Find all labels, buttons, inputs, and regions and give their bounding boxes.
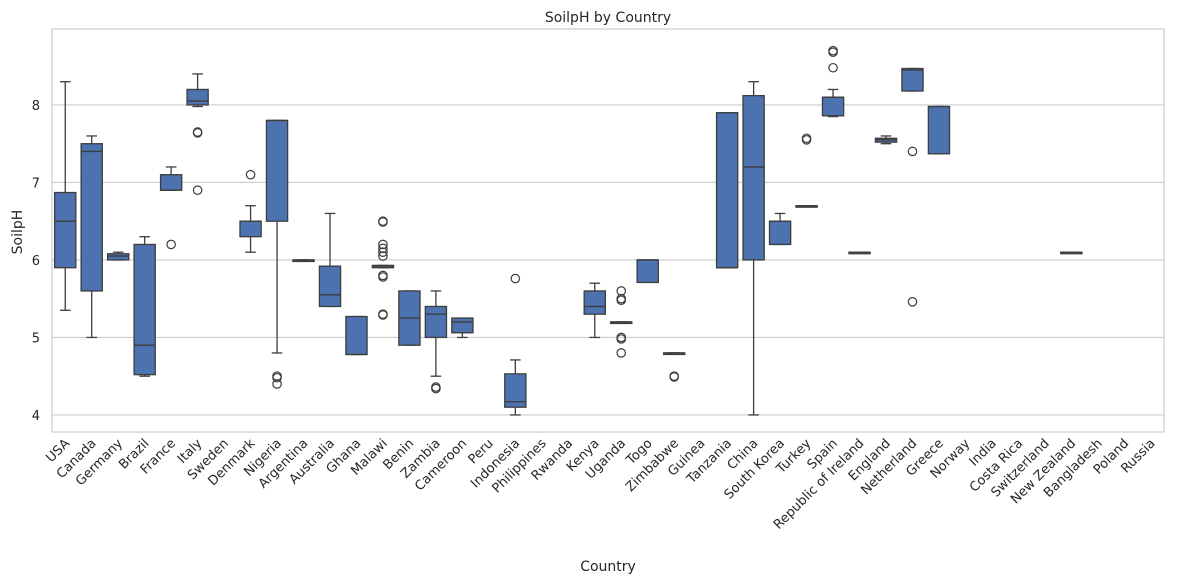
- iqr-box: [927, 105, 951, 155]
- outlier-point: [166, 239, 176, 250]
- box-china: [742, 81, 765, 416]
- outlier-point: [828, 47, 838, 58]
- box-republic-of-ireland: [848, 251, 871, 255]
- iqr-box: [451, 317, 474, 334]
- box-england: [874, 135, 898, 145]
- box-zambia: [424, 290, 448, 394]
- outlier-point: [378, 272, 388, 282]
- box-italy: [186, 73, 209, 195]
- iqr-box: [53, 191, 77, 269]
- outlier-point: [245, 169, 256, 180]
- box-zimbabwe: [662, 352, 686, 382]
- box-australia: [318, 212, 342, 308]
- y-tick-label: 5: [32, 331, 40, 346]
- box-indonesia: [504, 273, 527, 416]
- outlier-point: [801, 135, 812, 145]
- box-nigeria: [265, 119, 289, 389]
- outlier-point: [272, 372, 282, 383]
- iqr-box: [768, 220, 792, 246]
- box-germany: [106, 251, 130, 261]
- outlier-point: [669, 372, 679, 382]
- outlier-point: [907, 296, 918, 307]
- outlier-point: [431, 383, 441, 394]
- grid-lines: [52, 104, 1164, 416]
- y-tick-label: 8: [32, 99, 40, 114]
- box-tanzania: [715, 112, 739, 269]
- outlier-point: [616, 295, 627, 306]
- box-cameroon: [451, 317, 474, 339]
- box-malawi: [371, 216, 395, 320]
- iqr-box: [186, 88, 209, 106]
- iqr-box: [821, 96, 845, 117]
- outlier-point: [192, 128, 203, 138]
- box-benin: [398, 290, 421, 346]
- box-netherland: [901, 67, 924, 307]
- box-kenya: [583, 282, 607, 339]
- iqr-box: [159, 174, 183, 191]
- box-new-zealand: [1060, 251, 1083, 255]
- box-canada: [80, 135, 103, 339]
- outlier-point: [828, 62, 838, 73]
- outlier-point: [272, 379, 282, 389]
- iqr-box: [742, 95, 765, 261]
- iqr-box: [80, 143, 103, 292]
- box-ghana: [345, 315, 368, 356]
- x-tick-labels: USACanadaGermanyBrazilFranceItalySwedenD…: [43, 436, 1158, 533]
- y-axis-label: SoilpH: [10, 210, 26, 255]
- outlier-point: [378, 243, 388, 254]
- iqr-box: [265, 119, 289, 222]
- outlier-point: [616, 286, 627, 296]
- y-tick-label: 6: [32, 254, 40, 269]
- outlier-point: [616, 348, 627, 358]
- iqr-box: [318, 265, 342, 308]
- x-axis-label: Country: [580, 559, 636, 575]
- y-tick-label: 4: [32, 409, 40, 424]
- iqr-box: [504, 373, 527, 408]
- outlier-point: [378, 251, 388, 261]
- iqr-box: [715, 112, 739, 269]
- y-tick-labels: 4 5 6 7 8: [32, 99, 40, 424]
- iqr-box: [239, 220, 262, 238]
- iqr-box: [133, 243, 156, 376]
- box-uganda: [609, 286, 633, 358]
- box-brazil: [133, 236, 156, 377]
- outlier-point: [192, 185, 203, 195]
- iqr-box: [106, 253, 130, 261]
- box-south-korea: [768, 212, 792, 246]
- box-france: [159, 166, 183, 250]
- y-tick-label: 7: [32, 176, 40, 191]
- outlier-point: [378, 310, 388, 320]
- iqr-box: [901, 67, 924, 92]
- outlier-point: [616, 334, 627, 344]
- outlier-point: [907, 146, 918, 157]
- box-togo: [636, 259, 659, 284]
- iqr-box: [583, 290, 607, 315]
- chart-title: SoilpH by Country: [545, 10, 671, 26]
- box-usa: [53, 81, 77, 311]
- box-argentina: [292, 259, 315, 263]
- box-denmark: [239, 169, 262, 253]
- outlier-point: [378, 217, 388, 227]
- box-plots: [53, 45, 1083, 416]
- iqr-box: [424, 305, 448, 339]
- box-turkey: [795, 133, 818, 208]
- plot-frame: [51, 28, 1165, 433]
- outlier-point: [378, 247, 388, 257]
- outlier-point: [378, 239, 388, 250]
- iqr-box: [345, 315, 368, 356]
- outlier-point: [510, 273, 521, 284]
- box-spain: [821, 45, 845, 118]
- box-greece: [927, 105, 951, 155]
- iqr-box: [636, 259, 659, 284]
